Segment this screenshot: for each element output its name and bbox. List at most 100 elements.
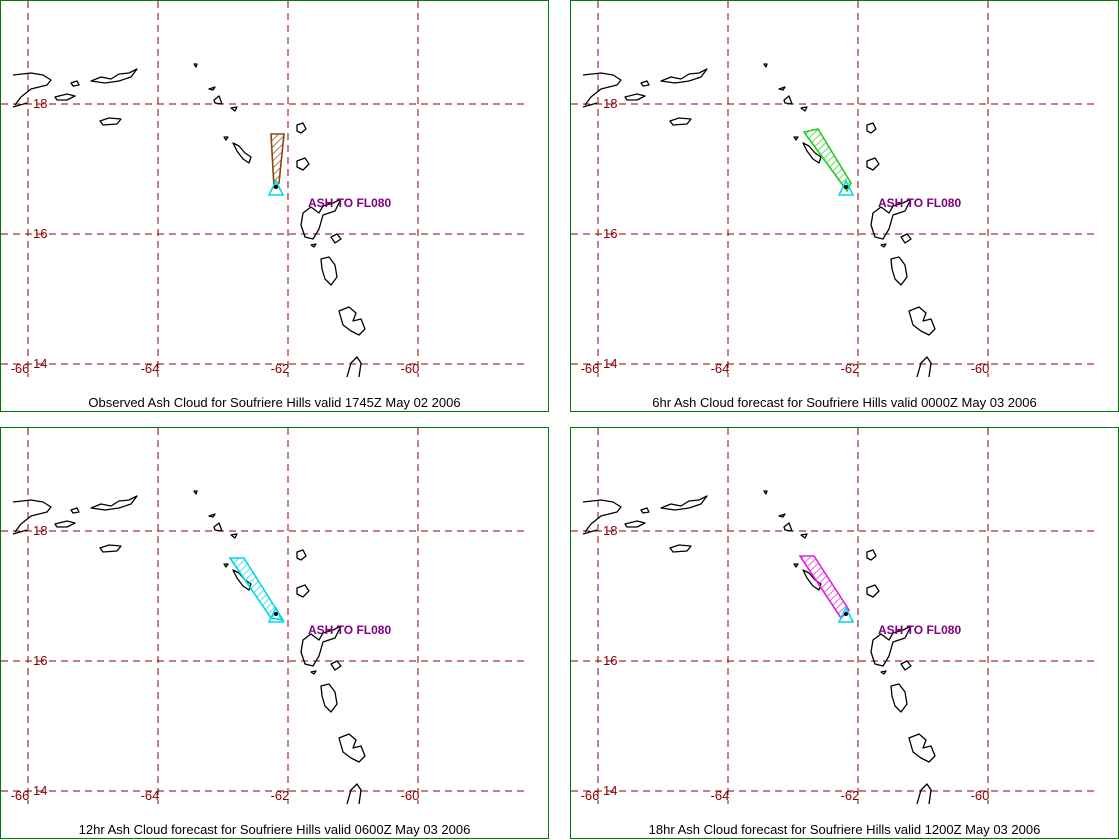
antigua-island — [866, 549, 877, 561]
st-barthelemy-island — [230, 106, 238, 112]
saba-island — [793, 563, 799, 568]
puerto-rico-east-coast — [582, 72, 622, 108]
marie-galante-island — [330, 233, 342, 244]
longitude-label: -60 — [401, 788, 420, 803]
vieques-island — [54, 520, 76, 528]
ash-altitude-label: ASH TO FL080 — [878, 623, 961, 637]
latitude-label: 18 — [603, 96, 617, 111]
st-lucia-island — [346, 356, 362, 378]
volcano-icon — [837, 179, 855, 196]
guadeloupe-main — [300, 198, 342, 240]
antigua-island — [296, 122, 307, 134]
puerto-rico-east-coast — [582, 499, 622, 535]
marie-galante-island — [330, 660, 342, 671]
st-croix-island — [669, 117, 692, 126]
antigua-island — [866, 122, 877, 134]
longitude-label: -62 — [841, 788, 860, 803]
ash-altitude-label: ASH TO FL080 — [308, 623, 391, 637]
ash-cloud-polygon — [228, 557, 285, 622]
map-panel-3: -66 -64 -62 -60 18 16 14 ASH TO FL080 12hr Ash C… — [0, 427, 549, 839]
map-canvas: -66 -64 -62 -60 18 16 14 ASH TO FL080 — [1, 428, 528, 805]
volcano-icon — [267, 606, 285, 623]
ash-altitude-label: ASH TO FL080 — [878, 196, 961, 210]
st-martin-island — [783, 522, 793, 532]
martinique-island — [908, 733, 936, 763]
latitude-label: 16 — [33, 226, 47, 241]
ash-cloud-polygon — [802, 128, 852, 193]
guadeloupe-island — [296, 584, 310, 598]
guadeloupe-main — [870, 625, 912, 667]
latitude-label: 18 — [603, 523, 617, 538]
longitude-label: -62 — [271, 361, 290, 376]
st-lucia-island — [346, 783, 362, 805]
st-barthelemy-island — [230, 533, 238, 539]
longitude-label: -60 — [971, 788, 990, 803]
st-croix-island — [99, 117, 122, 126]
sombrero-islet — [193, 63, 198, 68]
les-saintes-islands — [310, 243, 317, 248]
vieques-island — [624, 93, 646, 101]
virgin-islands — [660, 68, 708, 84]
longitude-label: -66 — [11, 788, 30, 803]
anguilla-island — [208, 86, 216, 91]
martinique-island — [338, 306, 366, 336]
longitude-label: -64 — [711, 361, 730, 376]
panel-caption: 18hr Ash Cloud forecast for Soufriere Hi… — [648, 822, 1041, 837]
map-panel-1: -66 -64 -62 -60 18 16 14 ASH TO FL080 Observed A… — [0, 0, 549, 412]
st-martin-island — [213, 522, 223, 532]
martinique-island — [338, 733, 366, 763]
latitude-label: 14 — [33, 356, 47, 371]
saba-island — [223, 136, 229, 141]
virgin-islands — [90, 68, 138, 84]
st-kitts-nevis-islands — [802, 142, 822, 164]
culebra-island — [70, 507, 80, 514]
volcano-icon — [267, 179, 285, 196]
montserrat-island — [844, 185, 848, 189]
virgin-islands — [90, 495, 138, 511]
montserrat-island — [844, 612, 848, 616]
puerto-rico-east-coast — [12, 72, 52, 108]
map-canvas: -66 -64 -62 -60 18 16 14 ASH TO FL080 — [571, 428, 1098, 805]
longitude-label: -62 — [841, 361, 860, 376]
montserrat-island — [274, 612, 278, 616]
panel-caption: Observed Ash Cloud for Soufriere Hills v… — [88, 395, 461, 410]
latitude-label: 18 — [33, 96, 47, 111]
sombrero-islet — [193, 490, 198, 495]
st-kitts-nevis-islands — [232, 142, 252, 164]
ash-altitude-label: ASH TO FL080 — [308, 196, 391, 210]
longitude-label: -66 — [581, 361, 600, 376]
longitude-label: -66 — [581, 788, 600, 803]
st-martin-island — [783, 95, 793, 105]
les-saintes-islands — [880, 670, 887, 675]
longitude-label: -64 — [141, 361, 160, 376]
sombrero-islet — [763, 63, 768, 68]
anguilla-island — [778, 86, 786, 91]
guadeloupe-island — [296, 157, 310, 171]
puerto-rico-east-coast — [12, 499, 52, 535]
virgin-islands — [660, 495, 708, 511]
antigua-island — [296, 549, 307, 561]
map-canvas: -66 -64 -62 -60 18 16 14 ASH TO FL080 — [571, 1, 1098, 378]
longitude-label: -64 — [141, 788, 160, 803]
longitude-label: -64 — [711, 788, 730, 803]
st-lucia-island — [916, 356, 932, 378]
map-panel-4: -66 -64 -62 -60 18 16 14 ASH TO FL080 18hr Ash C… — [570, 427, 1119, 839]
longitude-label: -60 — [401, 361, 420, 376]
marie-galante-island — [900, 233, 912, 244]
anguilla-island — [208, 513, 216, 518]
dominica-island — [890, 256, 908, 286]
marie-galante-island — [900, 660, 912, 671]
st-martin-island — [213, 95, 223, 105]
latitude-label: 16 — [33, 653, 47, 668]
culebra-island — [640, 507, 650, 514]
culebra-island — [70, 80, 80, 87]
les-saintes-islands — [880, 243, 887, 248]
ash-cloud-polygon — [270, 133, 285, 189]
sombrero-islet — [763, 490, 768, 495]
les-saintes-islands — [310, 670, 317, 675]
longitude-label: -66 — [11, 361, 30, 376]
anguilla-island — [778, 513, 786, 518]
longitude-label: -60 — [971, 361, 990, 376]
st-lucia-island — [916, 783, 932, 805]
dominica-island — [890, 683, 908, 713]
